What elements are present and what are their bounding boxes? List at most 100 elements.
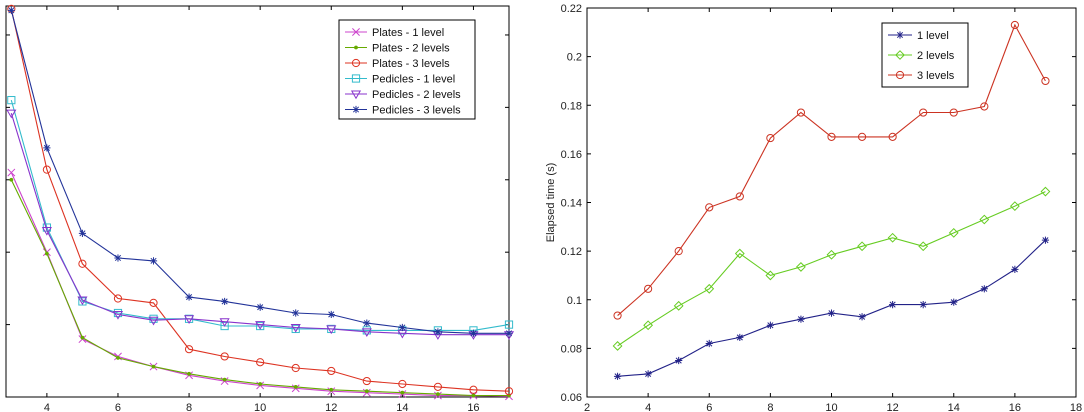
- data-point: [1009, 201, 1020, 212]
- data-point: [398, 379, 407, 389]
- data-point: [184, 345, 194, 354]
- legend-label: 1 level: [917, 30, 949, 42]
- data-point: [41, 226, 52, 236]
- data-point: [256, 358, 265, 367]
- series-line: [10, 113, 509, 336]
- data-point: [734, 248, 745, 259]
- data-point: [219, 318, 230, 327]
- legend-label: 2 levels: [917, 50, 955, 62]
- data-point: [613, 311, 622, 320]
- legend-label: Pedicles - 3 levels: [372, 105, 461, 117]
- x-tick-label: 8: [767, 402, 773, 412]
- series-line: [617, 23, 1046, 317]
- data-point: [116, 356, 120, 360]
- data-point: [735, 192, 744, 201]
- data-point: [149, 257, 158, 265]
- legend-label: Plates - 2 levels: [372, 43, 450, 55]
- y-tick-label: 0.14: [561, 198, 582, 210]
- data-point: [185, 293, 193, 301]
- data-point: [613, 372, 622, 380]
- data-point: [149, 298, 158, 307]
- legend-label: Pedicles - 1 level: [372, 74, 455, 86]
- y-tick-label: 0.06: [561, 392, 582, 404]
- y-tick-label: 0.1: [567, 295, 582, 307]
- legend-marker: [895, 70, 905, 80]
- data-point: [948, 227, 959, 238]
- data-point: [736, 333, 744, 342]
- legend-marker: [351, 74, 361, 83]
- y-tick-label: 0.18: [561, 100, 582, 112]
- data-point: [980, 102, 989, 111]
- data-point: [643, 320, 654, 331]
- data-point: [363, 319, 371, 327]
- data-point: [113, 294, 123, 303]
- data-point: [44, 251, 49, 256]
- data-point: [78, 229, 87, 237]
- legend-label: Pedicles - 2 levels: [372, 89, 461, 101]
- data-point: [1041, 76, 1050, 86]
- series-pedicles-3-levels: [7, 6, 513, 337]
- data-point: [400, 390, 405, 395]
- data-point: [434, 328, 442, 336]
- data-point: [364, 389, 369, 394]
- data-point: [469, 385, 478, 394]
- data-point: [78, 259, 87, 268]
- data-point: [919, 108, 928, 117]
- series-line: [617, 191, 1046, 347]
- data-point: [1041, 236, 1050, 244]
- data-point: [887, 232, 898, 243]
- data-point: [7, 96, 16, 105]
- data-point: [258, 382, 263, 386]
- x-tick-label: 4: [645, 402, 651, 412]
- data-point: [114, 254, 122, 262]
- y-tick-label: 0.2: [567, 52, 582, 64]
- data-point: [469, 329, 478, 337]
- data-point: [766, 321, 774, 329]
- data-point: [42, 165, 51, 174]
- data-point: [6, 109, 17, 119]
- data-point: [504, 387, 514, 396]
- data-point: [220, 321, 229, 331]
- legend-label: Plates - 1 level: [372, 27, 444, 39]
- data-point: [858, 313, 866, 321]
- data-point: [290, 323, 301, 333]
- series-plates-2-levels: [9, 177, 511, 398]
- legend: Plates - 1 level Plates - 2 levels Plates …: [338, 19, 476, 120]
- legend-marker: [350, 90, 362, 100]
- data-point: [950, 298, 958, 306]
- series-2-levels: [612, 186, 1051, 351]
- data-point: [1010, 20, 1019, 30]
- x-tick-label: 8: [186, 402, 192, 412]
- data-point: [504, 320, 514, 329]
- data-point: [222, 377, 227, 382]
- data-point: [398, 323, 406, 332]
- data-point: [826, 249, 837, 260]
- legend-marker: [895, 50, 905, 60]
- data-point: [7, 168, 16, 177]
- legend-label: Plates - 3 levels: [372, 58, 450, 70]
- data-point: [361, 328, 372, 338]
- x-tick-label: 10: [825, 402, 837, 412]
- x-tick-label: 18: [1070, 402, 1082, 412]
- data-point: [919, 301, 927, 309]
- plot-area: [586, 7, 1077, 398]
- y-tick-label: 0.22: [561, 3, 582, 15]
- legend-marker: [352, 105, 360, 114]
- data-point: [256, 303, 264, 311]
- x-tick-label: 12: [887, 402, 899, 412]
- data-point: [889, 301, 897, 309]
- data-point: [471, 393, 476, 398]
- data-point: [827, 309, 836, 317]
- chart-1: 4 6 8 10 12 14 16 Plates - 1 level Plates - 2 le…: [5, 4, 515, 412]
- data-point: [362, 376, 371, 386]
- x-tick-label: 14: [396, 402, 408, 412]
- data-point: [644, 284, 653, 293]
- x-tick-label: 6: [115, 402, 121, 412]
- legend-box: [338, 19, 476, 120]
- legend: 1 level 2 levels 3 levels: [881, 22, 969, 88]
- data-point: [9, 177, 14, 182]
- data-point: [673, 300, 684, 311]
- data-point: [980, 285, 988, 293]
- x-tick-label: 6: [706, 402, 712, 412]
